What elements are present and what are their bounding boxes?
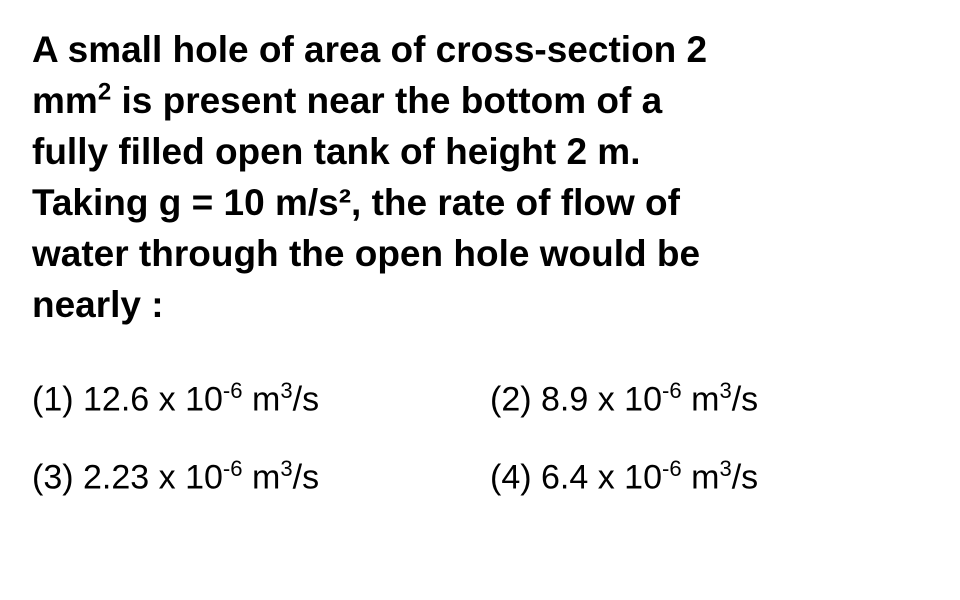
question-line-2-suffix: is present near the bottom of a [111,80,662,121]
option-3-unit-suffix: /s [293,458,319,496]
question-line-4: Taking g = 10 m/s², the rate of flow of [32,182,680,223]
question-line-6: nearly : [32,284,164,325]
option-4: (4) 6.4 x 10-6 m3/s [490,456,928,497]
option-1-unit-prefix: m [243,381,281,419]
option-3-number: (3) [32,458,74,496]
option-4-exp: -6 [662,456,682,481]
option-1-unit-suffix: /s [293,381,319,419]
option-1-unit-exp: 3 [280,378,292,403]
option-4-unit-exp: 3 [719,456,731,481]
option-2-value: 8.9 x 10 [541,381,662,419]
option-3-unit-exp: 3 [280,456,292,481]
question-line-5: water through the open hole would be [32,233,700,274]
option-2: (2) 8.9 x 10-6 m3/s [490,378,928,419]
option-4-unit-prefix: m [682,458,720,496]
option-3-unit-prefix: m [243,458,281,496]
option-1-number: (1) [32,381,74,419]
option-4-number: (4) [490,458,532,496]
option-3: (3) 2.23 x 10-6 m3/s [32,456,470,497]
option-4-unit-suffix: /s [732,458,758,496]
option-4-value: 6.4 x 10 [541,458,662,496]
option-3-value: 2.23 x 10 [83,458,223,496]
question-line-2-prefix: mm [32,80,98,121]
option-1: (1) 12.6 x 10-6 m3/s [32,378,470,419]
question-line-3: fully filled open tank of height 2 m. [32,131,640,172]
option-2-unit-prefix: m [682,381,720,419]
options-container: (1) 12.6 x 10-6 m3/s (2) 8.9 x 10-6 m3/s… [32,378,928,497]
option-1-value: 12.6 x 10 [83,381,223,419]
option-3-exp: -6 [223,456,243,481]
question-line-2-sup: 2 [98,79,111,106]
option-2-unit-suffix: /s [732,381,758,419]
option-2-unit-exp: 3 [719,378,731,403]
question-line-1: A small hole of area of cross-section 2 [32,29,707,70]
option-1-exp: -6 [223,378,243,403]
question-text: A small hole of area of cross-section 2 … [32,24,928,330]
option-2-number: (2) [490,381,532,419]
option-2-exp: -6 [662,378,682,403]
